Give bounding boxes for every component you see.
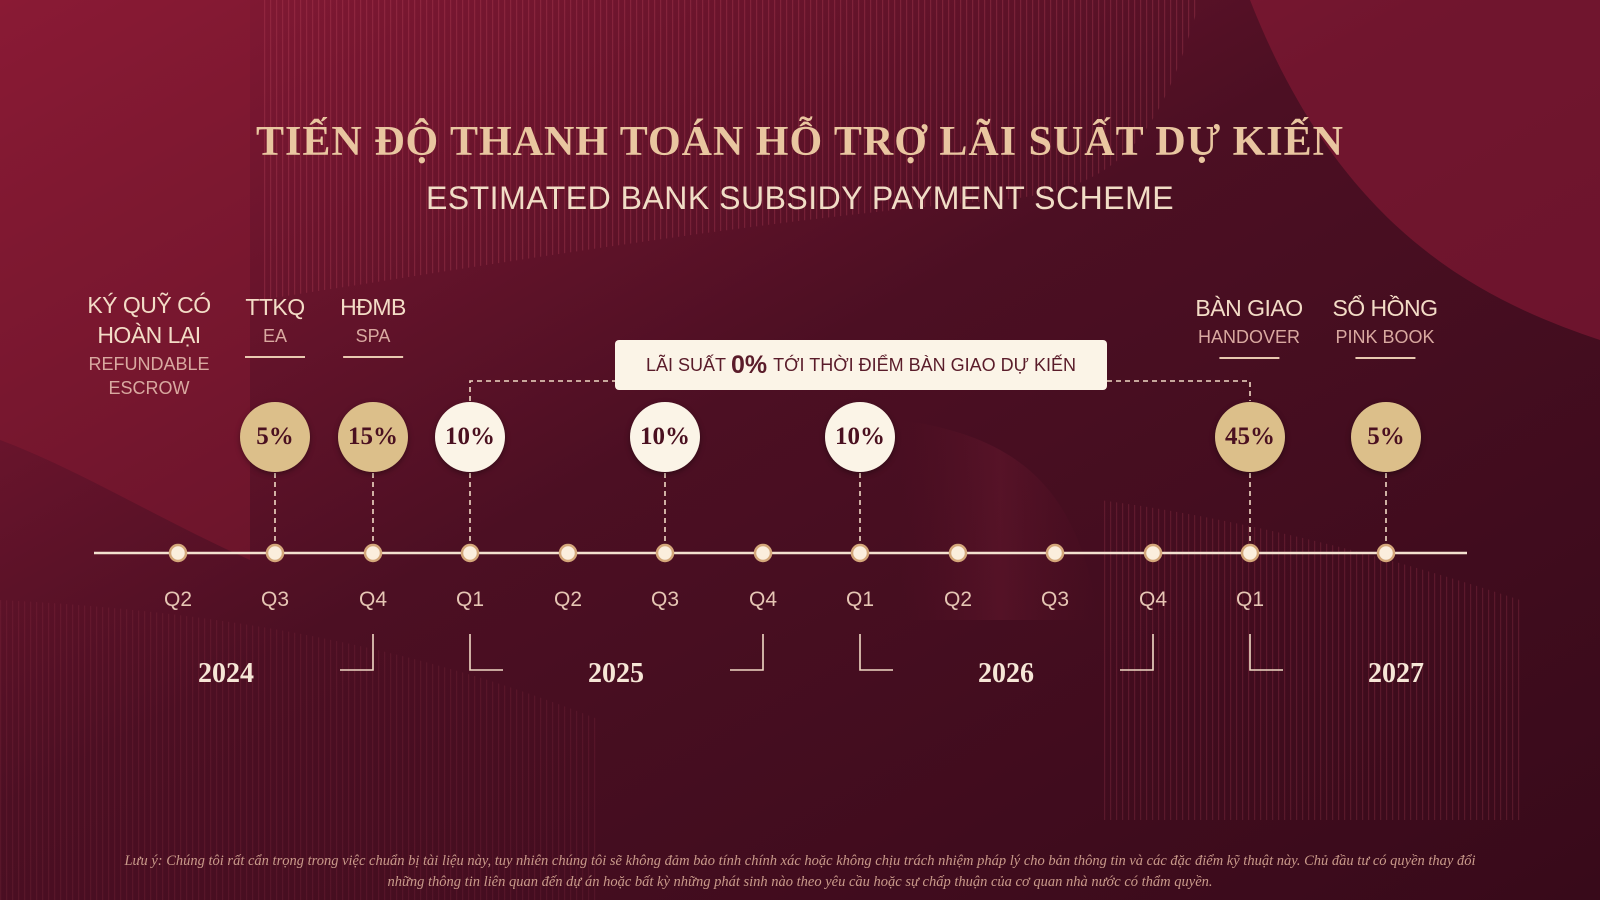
timeline-dot xyxy=(168,543,188,563)
timeline-dot xyxy=(1045,543,1065,563)
milestone-escrow-en-2: ESCROW xyxy=(108,378,190,398)
milestone-ea-en: EA xyxy=(262,326,287,346)
year-bracket xyxy=(469,634,503,671)
footnote-line-2: những thông tin liên quan đến dự án hoặc… xyxy=(387,874,1213,890)
timeline-dot xyxy=(1376,543,1396,563)
milestone-handover-rule xyxy=(1218,357,1279,359)
milestone-pink-book-en: PINK BOOK xyxy=(1335,327,1435,347)
banner-connector-left xyxy=(469,380,615,401)
milestone-ea-rule xyxy=(245,356,305,358)
milestone-spa-rule xyxy=(342,356,403,358)
banner-suffix: TỚI THỜI ĐIỂM BÀN GIAO DỰ KIẾN xyxy=(773,354,1077,375)
quarter-label: Q4 xyxy=(1138,588,1168,611)
banner-rate: 0% xyxy=(730,350,768,379)
quarter-label: Q2 xyxy=(553,588,583,611)
page-subtitle: ESTIMATED BANK SUBSIDY PAYMENT SCHEME xyxy=(425,180,1175,216)
quarter-label: Q2 xyxy=(943,588,973,611)
payment-circle-6: 45% xyxy=(1215,402,1285,472)
milestone-handover-en: HANDOVER xyxy=(1197,327,1301,347)
interest-banner: LÃI SUẤT 0% TỚI THỜI ĐIỂM BÀN GIAO DỰ KI… xyxy=(615,340,1107,390)
year-bracket xyxy=(1249,634,1283,671)
quarter-label: Q2 xyxy=(163,588,193,611)
payment-circle-5: 10% xyxy=(825,402,895,472)
timeline-dot xyxy=(1240,543,1260,563)
timeline-dot xyxy=(1143,543,1163,563)
timeline-dot xyxy=(460,543,480,563)
year-label-2026: 2026 xyxy=(978,658,1034,689)
milestone-escrow-en-1: REFUNDABLE xyxy=(88,354,210,374)
milestone-escrow-vi-1: KÝ QUỸ CÓ xyxy=(87,292,211,318)
banner-prefix: LÃI SUẤT xyxy=(645,354,726,375)
timeline-dot xyxy=(655,543,675,563)
payment-circle-7: 5% xyxy=(1351,402,1421,472)
year-bracket xyxy=(1120,634,1154,671)
milestone-spa-vi: HĐMB xyxy=(340,294,406,320)
milestone-spa: HĐMB SPA xyxy=(340,292,406,358)
quarter-label: Q1 xyxy=(1235,588,1265,611)
milestone-pink-book-vi: SỔ HỒNG xyxy=(1332,295,1438,321)
payment-circle-4: 10% xyxy=(630,402,700,472)
milestone-handover-vi: BÀN GIAO xyxy=(1195,295,1303,321)
quarter-label: Q3 xyxy=(1040,588,1070,611)
page-title: TIẾN ĐỘ THANH TOÁN HỖ TRỢ LÃI SUẤT DỰ KI… xyxy=(256,119,1344,165)
footnote: Lưu ý: Chúng tôi rất cẩn trọng trong việ… xyxy=(50,851,1550,893)
year-label-2024: 2024 xyxy=(198,658,254,689)
milestone-pink-book-rule xyxy=(1355,357,1415,359)
year-bracket xyxy=(730,634,764,671)
footnote-line-1: Lưu ý: Chúng tôi rất cẩn trọng trong việ… xyxy=(124,853,1476,869)
year-bracket xyxy=(340,634,374,671)
timeline-dot xyxy=(558,543,578,563)
milestone-escrow-vi-2: HOÀN LẠI xyxy=(97,322,201,348)
milestone-ea: TTKQ EA xyxy=(245,292,305,358)
milestone-spa-en: SPA xyxy=(355,326,391,346)
timeline-dot xyxy=(363,543,383,563)
quarter-label: Q3 xyxy=(260,588,290,611)
timeline-dot xyxy=(850,543,870,563)
banner-connector-right xyxy=(1107,380,1251,401)
quarter-label: Q3 xyxy=(650,588,680,611)
timeline-dot xyxy=(265,543,285,563)
milestone-ea-vi: TTKQ xyxy=(245,294,305,320)
quarter-label: Q1 xyxy=(455,588,485,611)
milestone-handover: BÀN GIAO HANDOVER xyxy=(1195,293,1303,359)
timeline-dot xyxy=(753,543,773,563)
payment-circle-3: 10% xyxy=(435,402,505,472)
payment-circle-1: 5% xyxy=(240,402,310,472)
year-label-2027: 2027 xyxy=(1368,658,1424,689)
milestone-escrow: KÝ QUỸ CÓ HOÀN LẠI REFUNDABLE ESCROW xyxy=(87,290,211,400)
quarter-label: Q1 xyxy=(845,588,875,611)
milestone-pink-book: SỔ HỒNG PINK BOOK xyxy=(1332,293,1438,359)
quarter-label: Q4 xyxy=(358,588,388,611)
payment-circle-2: 15% xyxy=(338,402,408,472)
timeline-dot xyxy=(948,543,968,563)
year-bracket xyxy=(859,634,893,671)
quarter-label: Q4 xyxy=(748,588,778,611)
year-label-2025: 2025 xyxy=(588,658,644,689)
